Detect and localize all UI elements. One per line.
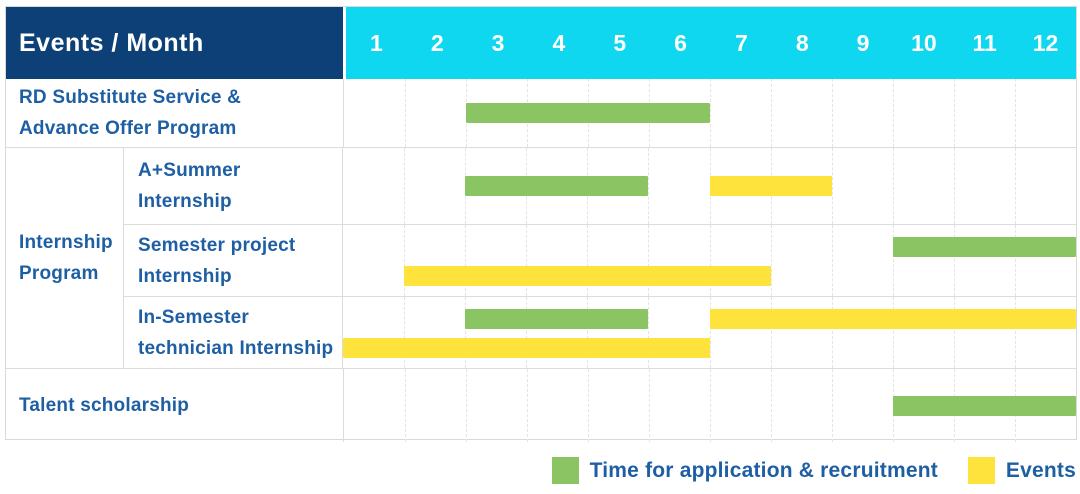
month-header-label: 12 [1032,29,1059,56]
month-gridline [953,225,955,296]
month-gridline [648,297,650,368]
events-month-table: Events / Month 1 2 3 4 5 6 7 8 9 10 11 12 RD Substi… [5,6,1077,442]
month-header-label: 9 [856,29,870,56]
month-gridline [831,297,833,368]
month-gridline [465,225,467,296]
month-header-label: 10 [911,29,937,56]
legend-label-events: Events [1005,458,1076,482]
month-gridline [831,148,833,224]
month-gridline [892,148,894,224]
month-gridline [526,225,528,296]
events-yellow-swatch-icon [967,457,995,484]
table-corner-header: Events / Month [6,7,343,79]
month-gridline [405,369,406,442]
month-gridline [831,225,833,296]
month-gridline [1014,297,1016,368]
month-gridline [832,369,833,442]
internship-program-group: Internship Program A+Summer Internship S… [6,147,1076,368]
gantt-bar-application [466,103,710,123]
month-header-label: 8 [795,29,809,56]
month-gridline [1014,148,1016,224]
table-header-row: Events / Month 1 2 3 4 5 6 7 8 9 10 11 12 [6,7,1076,79]
month-gridline [893,79,894,147]
chart-legend: Time for application & recruitment Event… [551,457,1076,484]
chart-cell-semester-project [342,225,1076,296]
month-gridline [405,79,406,147]
month-header-label: 7 [734,29,748,56]
month-gridline [404,297,406,368]
month-gridline [710,79,711,147]
months-row: 1 2 3 4 5 6 7 8 9 10 11 12 [346,7,1076,79]
month-header-label: 2 [430,29,444,56]
chart-cell-a-summer [342,148,1076,224]
month-gridline [587,225,589,296]
month-gridline [771,369,772,442]
row-label-a-summer: A+Summer Internship [138,160,241,212]
month-gridline [953,148,955,224]
chart-cell-rd-substitute [343,79,1076,147]
month-gridline [649,369,650,442]
row-label-in-semester: In-Semester technician Internship [138,306,334,359]
month-gridline [709,225,711,296]
table-row: Talent scholarship [6,368,1076,442]
month-header-label: 6 [674,29,687,56]
table-row: Semester project Internship [124,224,1076,296]
month-gridline [588,369,589,442]
table-row: In-Semester technician Internship [124,296,1076,368]
month-header-label: 1 [370,29,383,56]
application-green-swatch-icon [551,457,579,484]
month-header-label: 5 [613,29,627,56]
month-header-label: 11 [972,29,997,56]
table-row: A+Summer Internship [124,148,1076,224]
month-gridline [404,225,406,296]
month-gridline [954,79,955,147]
month-gridline [587,297,589,368]
month-header-label: 4 [552,29,566,56]
row-label-rd-substitute: RD Substitute Service & Advance Offer Pr… [19,87,242,139]
month-gridline [404,148,406,224]
chart-cell-in-semester [342,297,1076,368]
month-gridline [709,297,711,368]
legend-item-application: Time for application & recruitment [551,457,938,484]
month-gridline [1014,225,1016,296]
month-gridline [710,369,711,442]
month-header-label: 3 [491,29,505,56]
gantt-bar-application [893,395,1076,416]
gantt-bar-application [892,237,1076,257]
month-gridline [953,297,955,368]
gantt-bar-events [709,176,832,196]
month-gridline [648,148,650,224]
month-gridline [466,369,467,442]
legend-item-events: Events [967,457,1076,484]
gantt-bar-application [465,176,649,196]
gantt-bar-events [709,309,1076,329]
month-gridline [770,297,772,368]
month-gridline [892,225,894,296]
month-gridline [1015,79,1016,147]
month-gridline [527,369,528,442]
row-label-semester-project: Semester project Internship [138,234,296,287]
row-label-talent-scholarship: Talent scholarship [19,395,190,416]
chart-cell-talent-scholarship [343,369,1076,442]
table-row: RD Substitute Service & Advance Offer Pr… [6,79,1076,147]
gantt-bar-application [465,309,649,329]
legend-label-application: Time for application & recruitment [589,458,938,482]
month-gridline [771,79,772,147]
group-label-internship-program: Internship Program [6,148,124,368]
month-gridline [648,225,650,296]
gantt-bar-events [343,338,710,358]
month-gridline [465,297,467,368]
gantt-bar-events [404,266,771,286]
month-gridline [892,297,894,368]
month-gridline [770,225,772,296]
month-gridline [832,79,833,147]
header-divider [343,7,346,79]
month-gridline [526,297,528,368]
internship-program-subrows: A+Summer Internship Semester project Int… [124,148,1076,368]
